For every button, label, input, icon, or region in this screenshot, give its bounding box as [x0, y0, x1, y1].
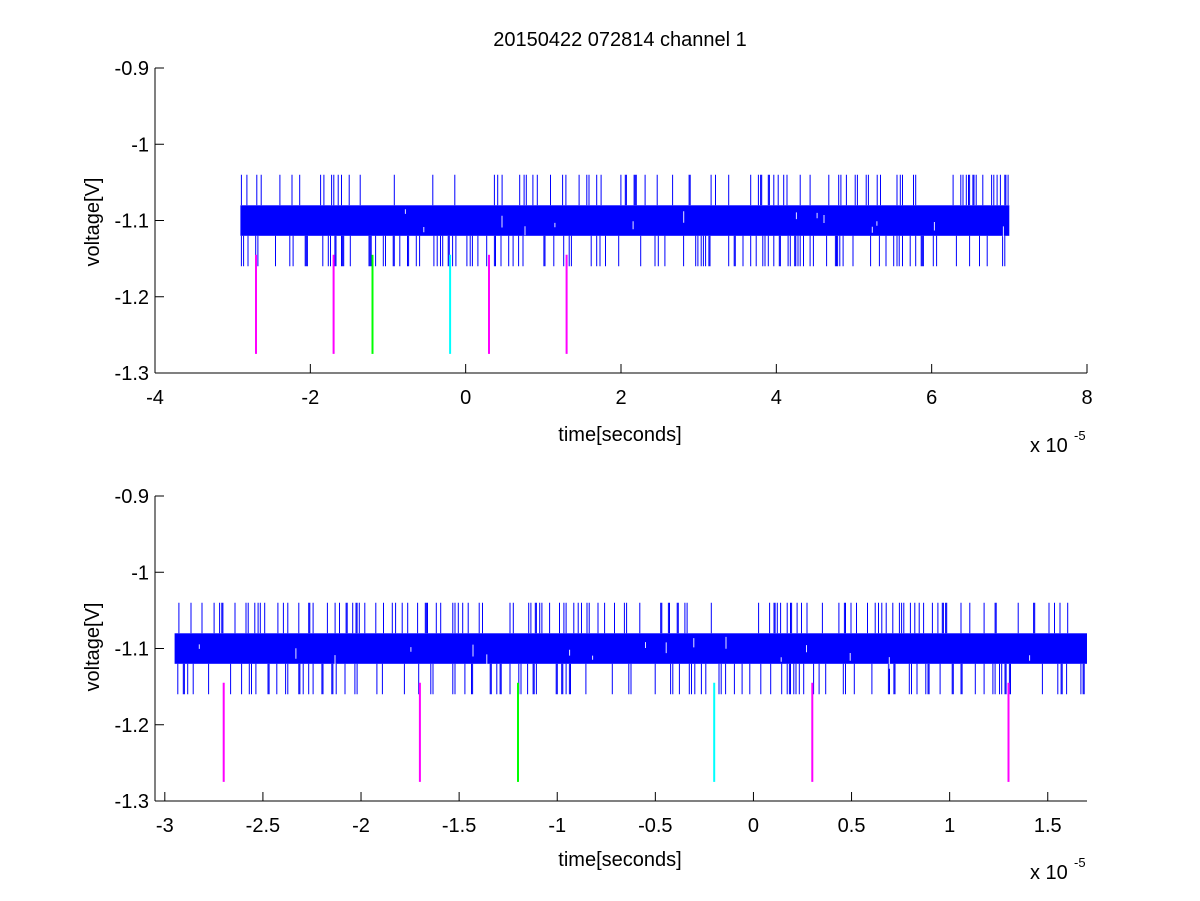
bottom-plot-xtick-label: 0.5 — [838, 815, 866, 837]
top-plot: 20150422 072814 channel 1 -4 -2 0 2 4 6 8-0.9-… — [82, 29, 1093, 457]
bottom-plot-xtick-label: 1.5 — [1034, 815, 1062, 837]
top-plot-ytick-label: -1.2 — [115, 287, 149, 309]
bottom-plot-x-multiplier-exponent: -5 — [1074, 855, 1086, 870]
top-plot-xtick-label: 4 — [771, 387, 782, 409]
bottom-plot-axes: -3 -2.5 -2 -1.5 -1 -0.5 0 0.5 1 1.5 -0.9 -1 -1.1 -1.2… — [115, 486, 1087, 837]
top-plot-xtick-label: -2 — [301, 387, 319, 409]
bottom-plot-xtick-label: -1 — [548, 815, 566, 837]
top-plot-xlabel: time[seconds] — [558, 424, 681, 446]
bottom-plot-xtick-label: -0.5 — [638, 815, 672, 837]
top-plot-xtick-label: 2 — [615, 387, 626, 409]
bottom-plot-signal-band-texture — [198, 636, 1031, 669]
bottom-plot-xtick-label: 0 — [748, 815, 759, 837]
top-plot-axes: -4 -2 0 2 4 6 8 -0.9 -1 -1.1 -1.2 -1.3 — [115, 58, 1093, 409]
top-plot-data — [240, 174, 1010, 354]
top-plot-signal-spikes — [240, 174, 1009, 267]
bottom-plot-ytick-label: -1 — [131, 562, 149, 584]
top-plot-ytick-label: -1.3 — [115, 363, 149, 385]
bottom-plot-xtick-label: 1 — [944, 815, 955, 837]
top-plot-ytick-label: -1 — [131, 134, 149, 156]
top-plot-xtick-label: 8 — [1081, 387, 1092, 409]
top-plot-ytick-label: -0.9 — [115, 58, 149, 80]
top-plot-x-multiplier: x 10 — [1030, 435, 1068, 457]
bottom-plot-ytick-label: -1.3 — [115, 791, 149, 813]
bottom-plot-ytick-label: -1.2 — [115, 715, 149, 737]
top-plot-xtick-label: 0 — [460, 387, 471, 409]
top-plot-ytick-label: -1.1 — [115, 211, 149, 233]
bottom-plot-ytick-label: -0.9 — [115, 486, 149, 508]
bottom-plot-ylabel: voltage[V] — [82, 603, 104, 692]
top-plot-xtick-label: -4 — [146, 387, 164, 409]
bottom-plot: -3 -2.5 -2 -1.5 -1 -0.5 0 0.5 1 1.5 -0.9 -1 -1.1 -1.2… — [82, 486, 1088, 884]
bottom-plot-xtick-label: -2 — [352, 815, 370, 837]
bottom-plot-xtick-label: -1.5 — [442, 815, 476, 837]
top-plot-title: 20150422 072814 channel 1 — [493, 29, 747, 51]
top-plot-signal-band — [240, 205, 1010, 236]
top-plot-x-multiplier-exponent: -5 — [1074, 428, 1086, 443]
bottom-plot-ytick-label: -1.1 — [115, 639, 149, 661]
bottom-plot-signal-band — [174, 633, 1088, 664]
top-plot-ylabel: voltage[V] — [82, 178, 104, 267]
bottom-plot-x-multiplier: x 10 — [1030, 862, 1068, 884]
top-plot-xtick-label: 6 — [926, 387, 937, 409]
bottom-plot-xtick-label: -2.5 — [246, 815, 280, 837]
bottom-plot-xlabel: time[seconds] — [558, 849, 681, 871]
bottom-plot-data — [174, 602, 1088, 782]
bottom-plot-xtick-label: -3 — [156, 815, 174, 837]
bottom-plot-signal-spikes — [177, 602, 1085, 695]
top-plot-signal-band-texture — [404, 209, 1004, 238]
